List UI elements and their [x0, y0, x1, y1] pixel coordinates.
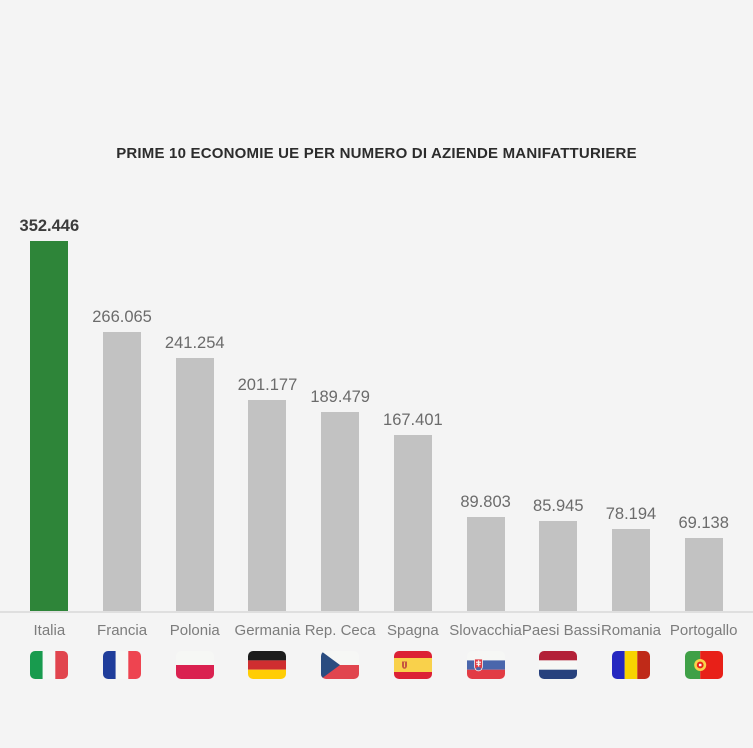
netherlands-flag-icon [539, 651, 578, 679]
bar-value-label: 167.401 [383, 411, 443, 429]
flag-cell [595, 651, 668, 679]
bar-column: 189.479 [304, 388, 377, 611]
bar-column: 266.065 [86, 308, 159, 611]
romania-flag-icon [611, 651, 650, 679]
bar [466, 517, 505, 611]
bar-column: 352.446 [13, 217, 86, 611]
bar-column: 85.945 [522, 497, 595, 611]
bar [103, 332, 142, 611]
bar-highlighted [30, 241, 69, 611]
bar-value-label: 89.803 [460, 493, 511, 511]
category-label: Portogallo [669, 622, 738, 639]
bar [393, 435, 432, 611]
bar [611, 529, 650, 611]
flag-cell [86, 651, 159, 679]
flag-cell [158, 651, 231, 679]
category-label: Francia [97, 622, 148, 639]
bar-value-label: 189.479 [310, 388, 370, 406]
flag-cell [231, 651, 304, 679]
flag-cell [667, 651, 740, 679]
bar-value-label: 85.945 [533, 497, 584, 515]
bar-value-label: 201.177 [237, 376, 298, 394]
bar-column: 167.401 [377, 411, 450, 611]
bar-column: 78.194 [595, 505, 668, 611]
category-label: Polonia [169, 622, 220, 639]
bar-column: 69.138 [667, 514, 740, 611]
bar-column: 241.254 [158, 334, 231, 611]
bar-value-label: 78.194 [605, 505, 657, 523]
flag-cell [304, 651, 377, 679]
spain-flag-icon [393, 651, 432, 679]
bar-value-label: 69.138 [678, 514, 729, 532]
bar [539, 521, 578, 611]
bar-value-label: 241.254 [164, 334, 225, 352]
axis-baseline [0, 611, 753, 613]
flag-cell [522, 651, 595, 679]
category-label: Spagna [387, 622, 439, 639]
germany-flag-icon [248, 651, 287, 679]
italy-flag-icon [30, 651, 69, 679]
bar [684, 538, 723, 611]
portugal-flag-icon [684, 651, 723, 679]
bar-column: 201.177 [231, 376, 304, 611]
flags-row [0, 651, 753, 679]
flag-cell [13, 651, 86, 679]
category-label: Rep. Ceca [304, 622, 376, 639]
bar-column: 89.803 [449, 493, 522, 611]
czechia-flag-icon [321, 651, 360, 679]
bars-row: 352.446 266.065 241.254 201.177 189.479 167.4… [0, 217, 753, 611]
slovakia-flag-icon [466, 651, 505, 679]
category-label: Slovacchia [449, 622, 522, 639]
flag-cell [377, 651, 450, 679]
category-labels-row: Italia Francia Polonia Germania Rep. Ceca Spa… [0, 622, 753, 640]
bar-value-label: 266.065 [92, 308, 152, 326]
flag-cell [449, 651, 522, 679]
bar-value-label: 352.446 [19, 217, 80, 235]
bar [321, 412, 360, 611]
france-flag-icon [103, 651, 142, 679]
category-label: Romania [600, 622, 661, 639]
bar [175, 358, 214, 611]
chart-title: PRIME 10 ECONOMIE UE PER NUMERO DI AZIEN… [116, 145, 637, 162]
category-label: Paesi Bassi [521, 622, 601, 639]
category-label: Germania [234, 622, 301, 639]
category-label: Italia [33, 622, 66, 639]
poland-flag-icon [175, 651, 214, 679]
bar [248, 400, 287, 611]
